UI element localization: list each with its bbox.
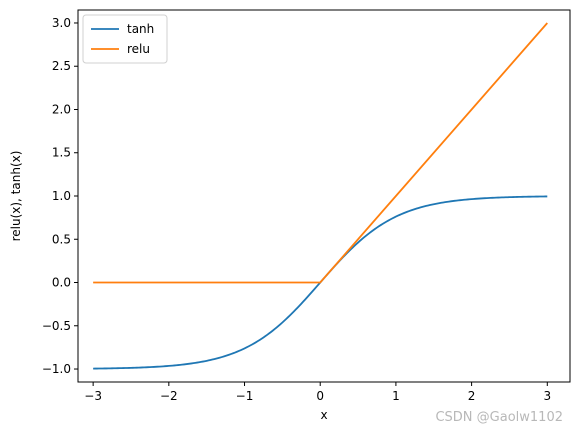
legend-label-tanh: tanh — [127, 22, 154, 36]
plot-frame — [77, 9, 571, 383]
y-axis-ticks: −1.0 −0.5 0.0 0.5 1.0 1.5 2.0 2.5 3.0 — [42, 16, 78, 376]
x-tick-label: 3 — [543, 389, 551, 403]
plot-lines — [93, 22, 548, 370]
watermark-text: CSDN @Gaolw1102 — [435, 410, 563, 425]
y-tick-label: 0.0 — [52, 276, 71, 290]
x-tick-label: −2 — [160, 389, 178, 403]
y-tick-label: 3.0 — [52, 16, 71, 30]
y-tick-label: −0.5 — [42, 319, 71, 333]
x-axis-ticks: −3 −2 −1 0 1 2 3 — [84, 382, 551, 403]
y-tick-label: 1.5 — [52, 146, 71, 160]
y-axis-label: relu(x), tanh(x) — [9, 151, 23, 242]
x-tick-label: 1 — [392, 389, 400, 403]
legend-box — [82, 14, 168, 64]
y-tick-label: 2.0 — [52, 102, 71, 116]
legend: tanh relu — [82, 14, 168, 64]
x-tick-label: 2 — [468, 389, 476, 403]
x-axis-label: x — [320, 408, 327, 422]
y-tick-label: 2.5 — [52, 59, 71, 73]
legend-label-relu: relu — [127, 42, 150, 56]
y-tick-label: −1.0 — [42, 362, 71, 376]
x-tick-label: −3 — [84, 389, 102, 403]
y-tick-label: 1.0 — [52, 189, 71, 203]
y-tick-label: 0.5 — [52, 232, 71, 246]
series-line-relu — [93, 22, 548, 284]
x-tick-label: −1 — [236, 389, 254, 403]
x-tick-label: 0 — [316, 389, 324, 403]
